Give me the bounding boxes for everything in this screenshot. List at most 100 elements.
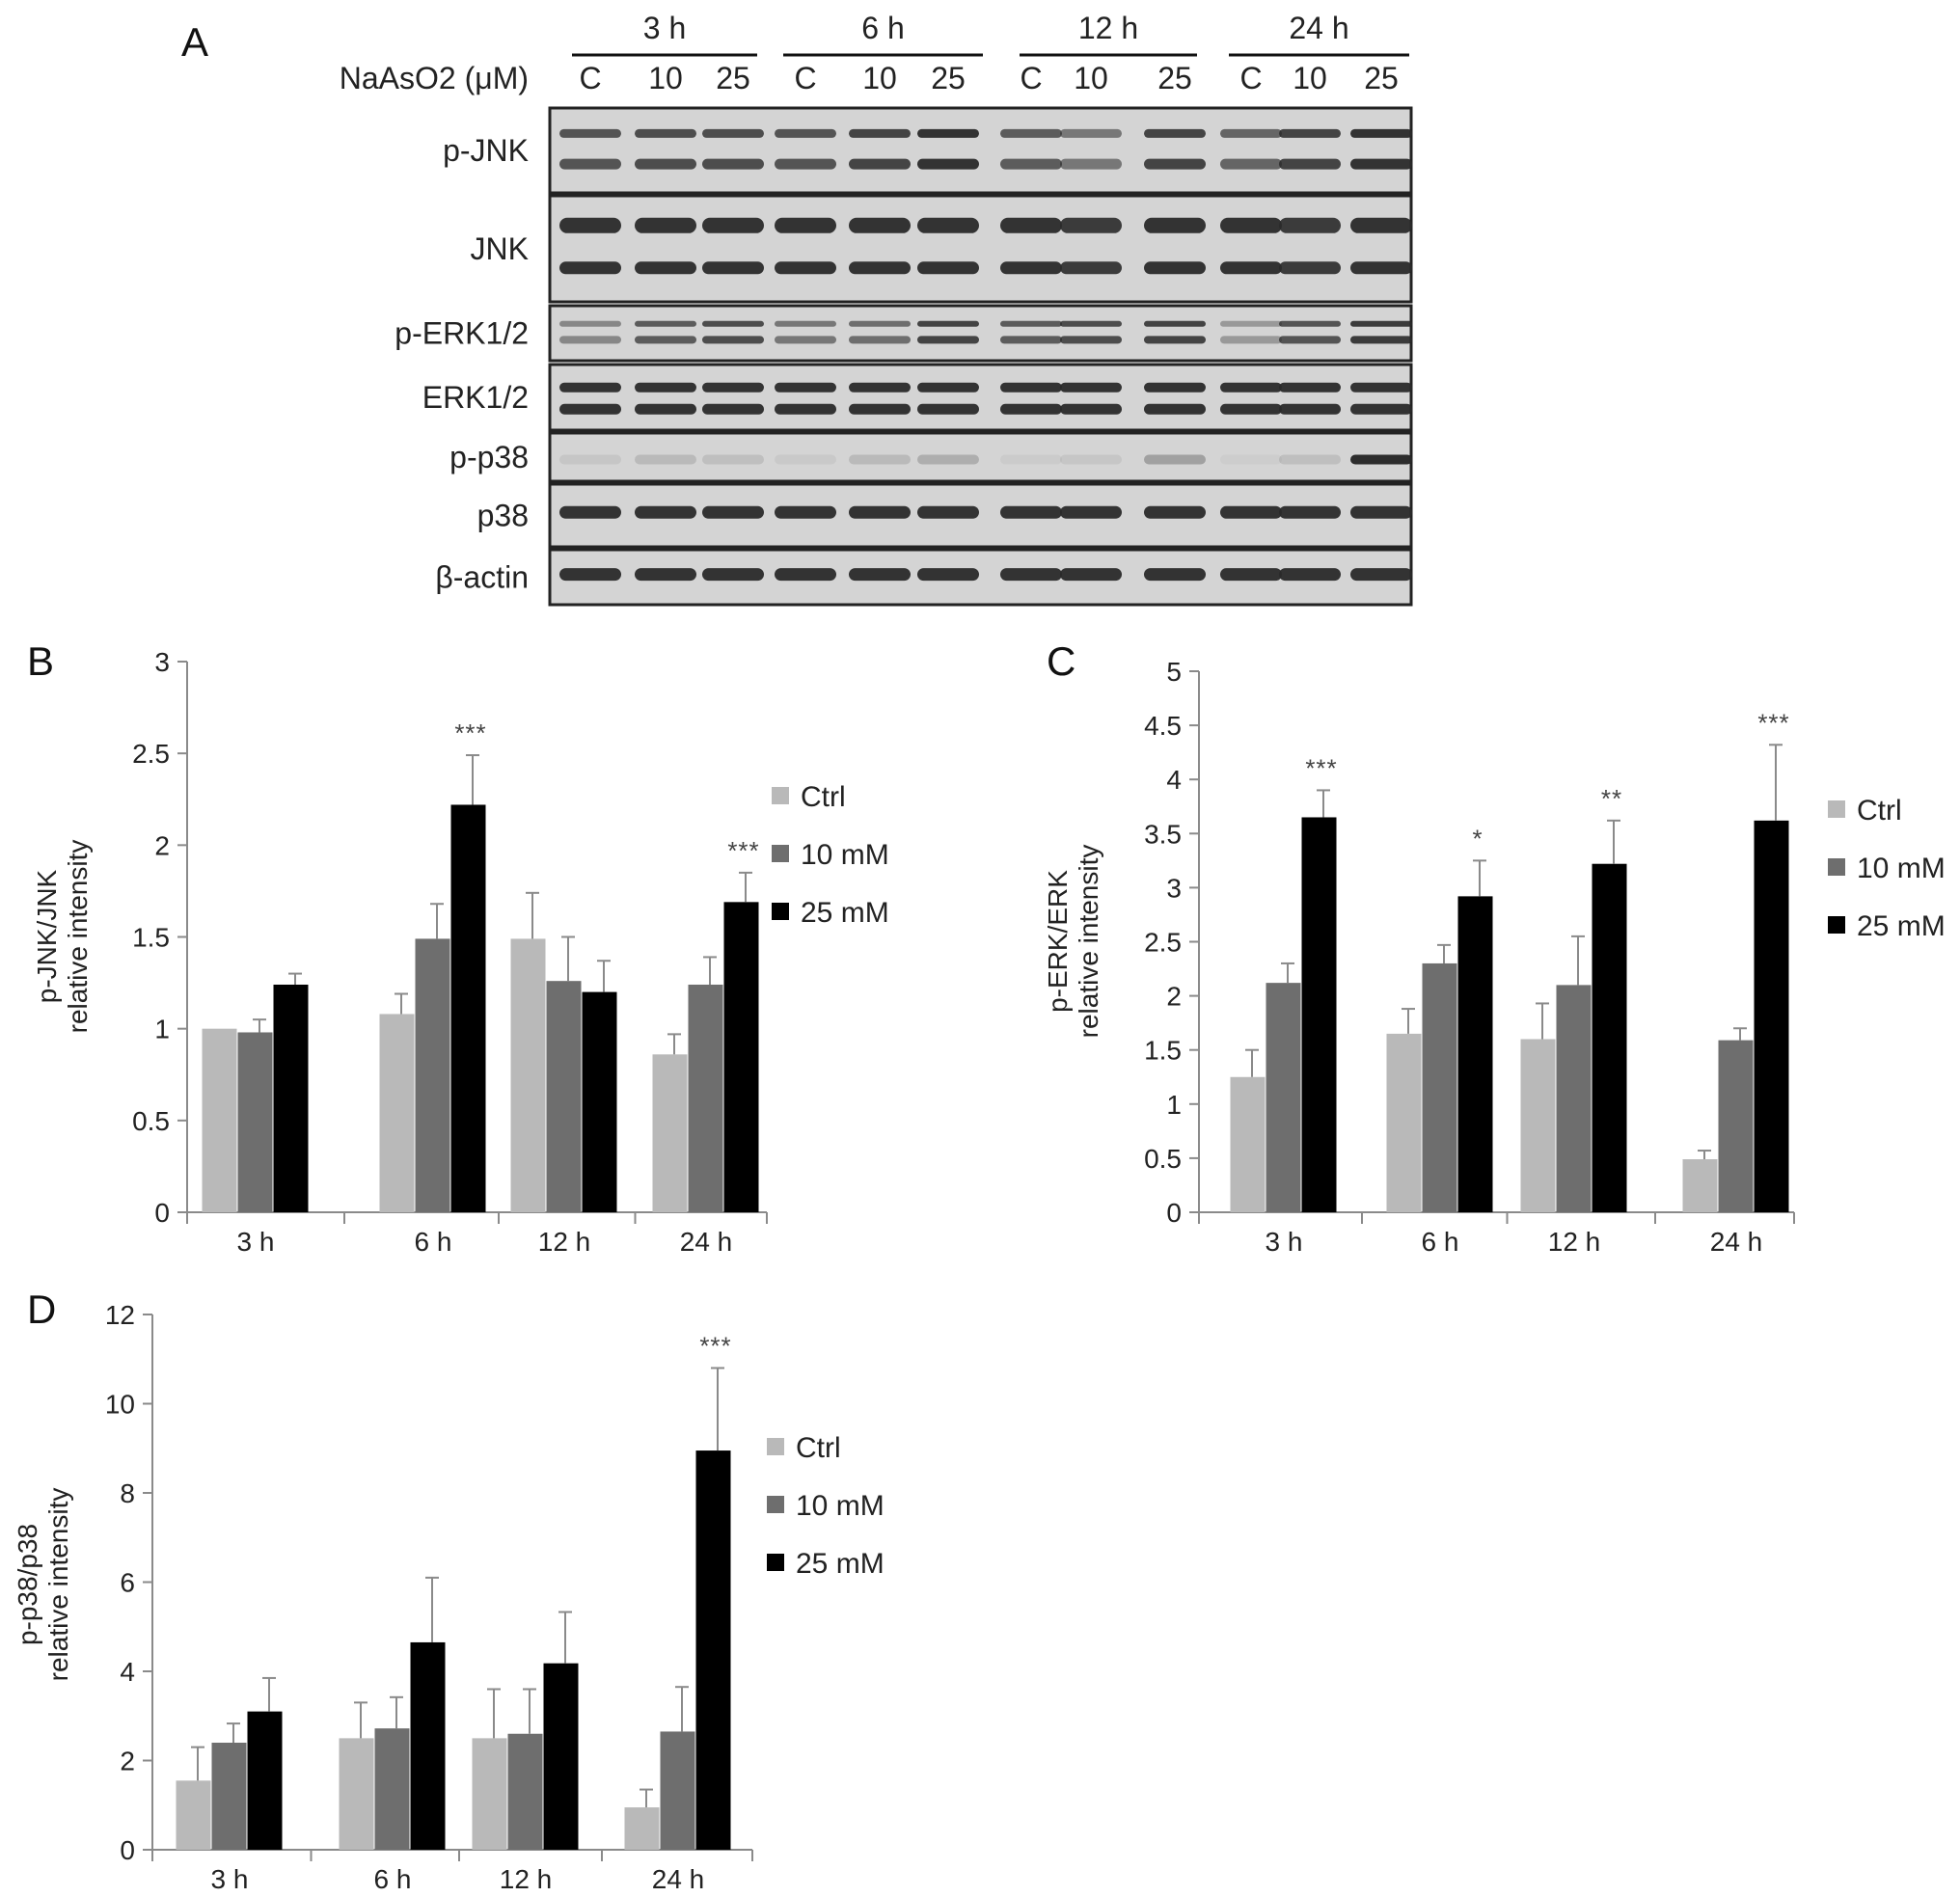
blot-band bbox=[849, 320, 911, 327]
blot-band bbox=[702, 320, 764, 327]
blot-band bbox=[1279, 382, 1341, 393]
lane-label: 10 bbox=[1074, 61, 1108, 95]
blot-band bbox=[1350, 128, 1412, 138]
x-tick-label: 12 h bbox=[538, 1227, 591, 1257]
blot-band bbox=[1000, 336, 1062, 344]
bar bbox=[1592, 863, 1627, 1212]
blot-band bbox=[1060, 403, 1122, 415]
bar bbox=[1520, 1039, 1556, 1212]
blot-band bbox=[635, 403, 696, 415]
blot-band bbox=[1220, 217, 1282, 233]
legend-swatch bbox=[1828, 916, 1845, 934]
blot-band bbox=[1144, 128, 1206, 138]
y-tick-label: 8 bbox=[120, 1478, 135, 1508]
legend-swatch bbox=[772, 903, 789, 920]
bar bbox=[723, 902, 759, 1212]
blot-band bbox=[1279, 320, 1341, 327]
blot-band bbox=[775, 336, 836, 344]
bar bbox=[543, 1663, 579, 1850]
lane-label: 25 bbox=[1364, 61, 1399, 95]
blot-band bbox=[775, 128, 836, 138]
bar bbox=[1230, 1076, 1266, 1212]
timepoint-header: 3 h bbox=[643, 11, 686, 45]
blot-band bbox=[775, 505, 836, 519]
legend-label: 10 mM bbox=[796, 1490, 885, 1522]
blot-band bbox=[1350, 454, 1412, 465]
blot-band bbox=[775, 454, 836, 465]
blot-band bbox=[1279, 505, 1341, 519]
blot-band bbox=[775, 382, 836, 393]
blot-band bbox=[917, 454, 979, 465]
blot-band bbox=[1060, 454, 1122, 465]
blot-band bbox=[1350, 158, 1412, 170]
significance-marker: *** bbox=[727, 836, 759, 865]
legend-swatch bbox=[767, 1496, 784, 1513]
x-tick-label: 24 h bbox=[652, 1864, 705, 1894]
legend-label: 25 mM bbox=[1857, 910, 1946, 942]
y-tick-label: 0 bbox=[154, 1198, 170, 1228]
blot-band bbox=[559, 128, 621, 138]
blot-row: p-JNK bbox=[443, 106, 1413, 195]
y-tick-label: 0 bbox=[120, 1835, 135, 1865]
blot-band bbox=[917, 336, 979, 344]
blot-band bbox=[1220, 336, 1282, 344]
bar bbox=[472, 1738, 507, 1850]
lane-label: C bbox=[1020, 61, 1042, 95]
blot-band bbox=[635, 217, 696, 233]
blot-band bbox=[702, 505, 764, 519]
bar bbox=[652, 1054, 688, 1212]
blot-band bbox=[849, 336, 911, 344]
blot-band bbox=[849, 158, 911, 170]
timepoint-header: 12 h bbox=[1078, 11, 1138, 45]
bar bbox=[660, 1731, 695, 1850]
y-tick-label: 1 bbox=[154, 1015, 170, 1044]
legend-label: Ctrl bbox=[801, 781, 846, 813]
blot-band bbox=[917, 403, 979, 415]
blot-band bbox=[917, 128, 979, 138]
y-tick-label: 2.5 bbox=[132, 739, 170, 769]
blot-band bbox=[559, 336, 621, 344]
significance-marker: * bbox=[1472, 824, 1483, 853]
bar bbox=[237, 1032, 273, 1212]
panel-b-letter: B bbox=[27, 638, 54, 684]
legend-swatch bbox=[772, 845, 789, 862]
y-tick-label: 0 bbox=[1166, 1198, 1182, 1228]
significance-marker: *** bbox=[1305, 753, 1337, 782]
blot-band bbox=[849, 128, 911, 138]
blot-band bbox=[775, 217, 836, 233]
y-tick-label: 12 bbox=[105, 1300, 135, 1330]
lane-label: 25 bbox=[1157, 61, 1192, 95]
blot-band bbox=[1060, 217, 1122, 233]
legend-label: 10 mM bbox=[801, 839, 889, 871]
bar bbox=[379, 1014, 415, 1212]
legend-swatch bbox=[1828, 800, 1845, 818]
bar bbox=[374, 1728, 410, 1850]
blot-band bbox=[1144, 217, 1206, 233]
blot-band bbox=[559, 454, 621, 465]
legend-swatch bbox=[772, 787, 789, 804]
y-tick-label: 2.5 bbox=[1144, 928, 1182, 958]
x-tick-label: 3 h bbox=[237, 1227, 275, 1257]
bar bbox=[1754, 820, 1789, 1212]
blot-band bbox=[1220, 320, 1282, 327]
blot-band bbox=[1279, 336, 1341, 344]
blot-band bbox=[1144, 403, 1206, 415]
treatment-label: NaAsO2 (μM) bbox=[340, 61, 529, 95]
panel-d-letter: D bbox=[27, 1287, 56, 1332]
x-tick-label: 6 h bbox=[374, 1864, 412, 1894]
blot-membrane bbox=[548, 194, 1413, 304]
timepoint-header: 6 h bbox=[861, 11, 904, 45]
bar bbox=[247, 1711, 283, 1850]
blot-band bbox=[1000, 382, 1062, 393]
panel-a-letter: A bbox=[181, 19, 208, 65]
blot-band bbox=[1279, 158, 1341, 170]
bar bbox=[202, 1028, 237, 1212]
y-tick-label: 1.5 bbox=[1144, 1036, 1182, 1066]
y-axis-title: p-JNK/JNKrelative intensity bbox=[32, 840, 93, 1034]
blot-label: p-JNK bbox=[443, 133, 529, 168]
x-tick-label: 6 h bbox=[415, 1227, 452, 1257]
legend-label: Ctrl bbox=[1857, 795, 1902, 827]
blot-band bbox=[1350, 320, 1412, 327]
